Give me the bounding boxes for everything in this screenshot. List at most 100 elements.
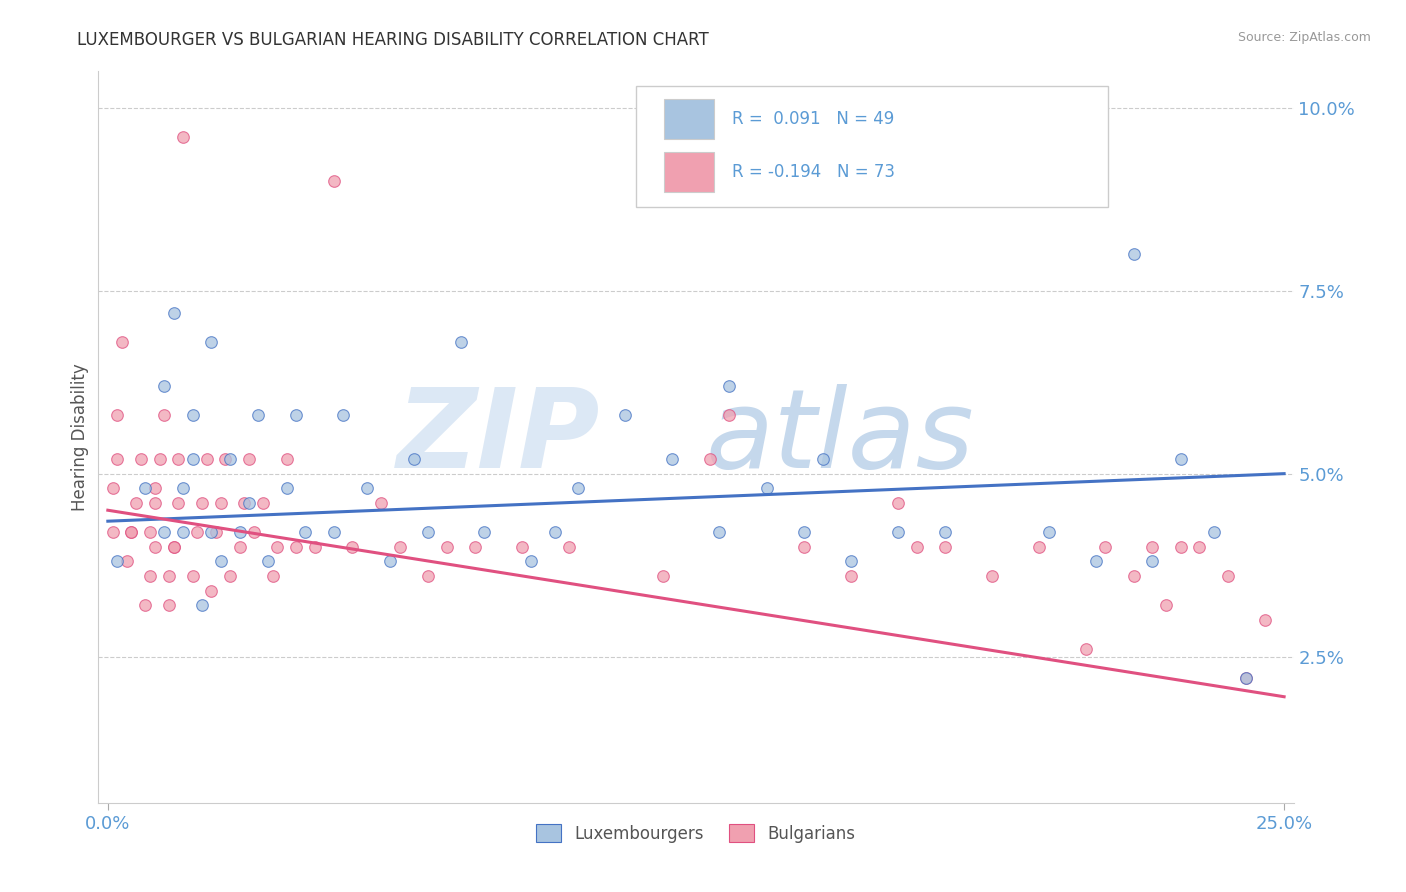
- Point: [214, 452, 236, 467]
- Point: [129, 452, 152, 467]
- Point: [167, 452, 190, 467]
- Point: [652, 569, 675, 583]
- Point: [934, 540, 956, 554]
- Point: [717, 379, 740, 393]
- Point: [200, 525, 222, 540]
- Point: [105, 554, 128, 568]
- Point: [416, 525, 439, 540]
- Point: [304, 540, 326, 554]
- Point: [143, 481, 166, 495]
- Point: [238, 452, 260, 467]
- Point: [510, 540, 533, 554]
- FancyBboxPatch shape: [664, 152, 714, 192]
- Text: LUXEMBOURGER VS BULGARIAN HEARING DISABILITY CORRELATION CHART: LUXEMBOURGER VS BULGARIAN HEARING DISABI…: [77, 31, 709, 49]
- Point: [887, 525, 910, 540]
- Text: R =  0.091   N = 49: R = 0.091 N = 49: [733, 111, 894, 128]
- Point: [276, 481, 298, 495]
- Point: [472, 525, 495, 540]
- Point: [450, 334, 472, 349]
- Point: [101, 525, 124, 540]
- Point: [134, 599, 156, 613]
- Text: ZIP: ZIP: [396, 384, 600, 491]
- Point: [793, 525, 815, 540]
- Point: [793, 540, 815, 554]
- Point: [233, 496, 256, 510]
- Point: [186, 525, 208, 540]
- Point: [200, 583, 222, 598]
- Point: [1188, 540, 1211, 554]
- Point: [699, 452, 721, 467]
- Point: [1202, 525, 1225, 540]
- Point: [1084, 554, 1107, 568]
- Point: [1170, 452, 1192, 467]
- Point: [209, 496, 232, 510]
- Point: [195, 452, 218, 467]
- Point: [1122, 569, 1144, 583]
- Point: [1170, 540, 1192, 554]
- Point: [544, 525, 567, 540]
- Point: [1156, 599, 1178, 613]
- Point: [105, 452, 128, 467]
- Point: [285, 540, 308, 554]
- Point: [181, 452, 204, 467]
- Point: [143, 540, 166, 554]
- Point: [276, 452, 298, 467]
- Point: [134, 481, 156, 495]
- Point: [558, 540, 581, 554]
- Text: R = -0.194   N = 73: R = -0.194 N = 73: [733, 163, 894, 181]
- Point: [567, 481, 589, 495]
- Point: [887, 496, 910, 510]
- Point: [139, 525, 162, 540]
- Point: [120, 525, 142, 540]
- Point: [139, 569, 162, 583]
- Point: [153, 408, 176, 422]
- Text: Source: ZipAtlas.com: Source: ZipAtlas.com: [1237, 31, 1371, 45]
- Point: [256, 554, 278, 568]
- Point: [661, 452, 683, 467]
- Point: [1076, 642, 1098, 657]
- Point: [717, 408, 740, 422]
- Point: [322, 525, 344, 540]
- Point: [1142, 540, 1164, 554]
- Point: [1236, 672, 1258, 686]
- Point: [1122, 247, 1144, 261]
- Text: atlas: atlas: [704, 384, 974, 491]
- Point: [209, 554, 232, 568]
- Point: [839, 554, 862, 568]
- Point: [101, 481, 124, 495]
- FancyBboxPatch shape: [637, 86, 1108, 207]
- Point: [125, 496, 148, 510]
- Point: [709, 525, 731, 540]
- Point: [1028, 540, 1050, 554]
- Point: [332, 408, 354, 422]
- Point: [981, 569, 1004, 583]
- Point: [402, 452, 425, 467]
- Point: [238, 496, 260, 510]
- Point: [157, 599, 180, 613]
- Point: [191, 496, 214, 510]
- Point: [219, 452, 242, 467]
- Point: [378, 554, 401, 568]
- Point: [839, 569, 862, 583]
- Point: [1236, 672, 1258, 686]
- Point: [436, 540, 458, 554]
- Point: [167, 496, 190, 510]
- Point: [614, 408, 637, 422]
- Point: [172, 481, 194, 495]
- Point: [219, 569, 242, 583]
- Y-axis label: Hearing Disability: Hearing Disability: [70, 363, 89, 511]
- Legend: Luxembourgers, Bulgarians: Luxembourgers, Bulgarians: [530, 818, 862, 849]
- Point: [934, 525, 956, 540]
- Point: [205, 525, 228, 540]
- FancyBboxPatch shape: [664, 99, 714, 139]
- Point: [157, 569, 180, 583]
- Point: [322, 174, 344, 188]
- Point: [416, 569, 439, 583]
- Point: [262, 569, 284, 583]
- Point: [1094, 540, 1116, 554]
- Point: [252, 496, 274, 510]
- Point: [163, 306, 186, 320]
- Point: [153, 525, 176, 540]
- Point: [149, 452, 172, 467]
- Point: [143, 496, 166, 510]
